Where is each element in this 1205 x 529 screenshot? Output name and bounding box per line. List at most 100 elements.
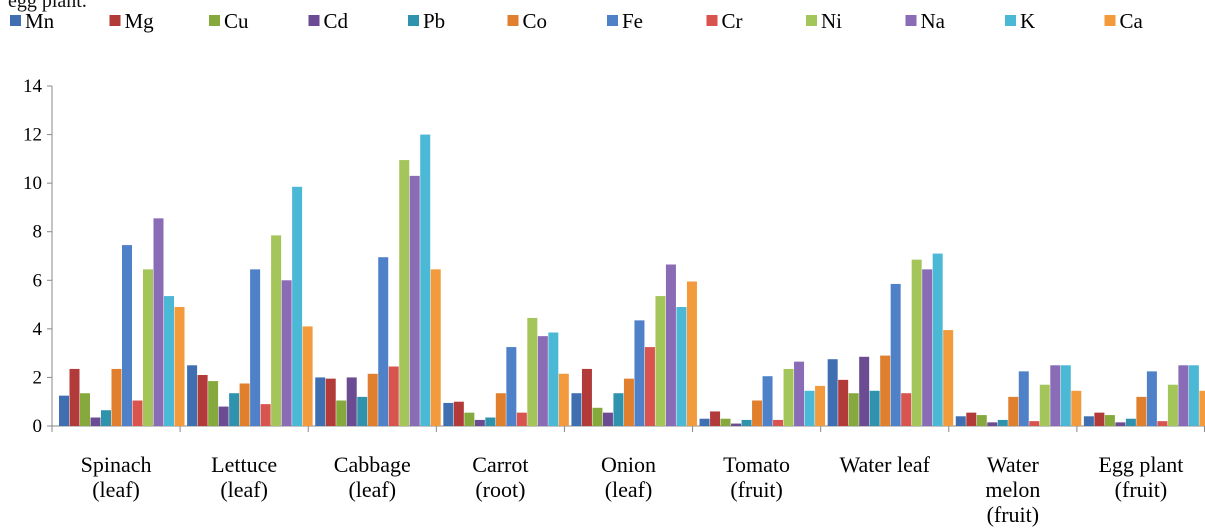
bar-pb-cabbage-leaf — [357, 396, 368, 426]
bar-fe-lettuce-leaf — [250, 269, 261, 426]
bar-mn-carrot-root — [443, 402, 454, 426]
legend-item-mg: Mg — [109, 9, 155, 33]
category-label-carrot-root: Carrot (root) — [472, 452, 528, 502]
category-label-line: Egg plant — [1098, 452, 1183, 477]
category-label-egg-plant-fruit: Egg plant (fruit) — [1098, 452, 1183, 502]
bar-cd-spinach-leaf — [90, 417, 101, 426]
legend-item-fe: Fe — [607, 9, 643, 33]
y-tick-label: 12 — [23, 125, 42, 146]
bar-fe-egg-plant-fruit — [1146, 371, 1157, 426]
legend-swatch — [1104, 15, 1116, 26]
bar-na-lettuce-leaf — [281, 280, 292, 426]
bar-mg-spinach-leaf — [69, 368, 80, 426]
bar-pb-water-leaf — [869, 390, 880, 426]
category-label-line: (leaf) — [348, 477, 396, 502]
bar-cr-carrot-root — [516, 412, 527, 426]
bar-k-water-leaf — [932, 253, 943, 426]
bar-na-egg-plant-fruit — [1178, 365, 1189, 426]
category-label-water-leaf: Water leaf — [839, 452, 930, 477]
bar-mn-cabbage-leaf — [315, 377, 326, 426]
bar-na-carrot-root — [537, 336, 548, 426]
bar-na-water-leaf — [922, 269, 933, 426]
legend-label: Co — [523, 9, 548, 33]
caption-fragment: egg plant. — [8, 0, 87, 12]
bar-ca-carrot-root — [558, 373, 569, 426]
legend-label: K — [1020, 9, 1035, 33]
bar-na-onion-leaf — [665, 264, 676, 426]
category-label-line: (root) — [475, 477, 525, 502]
category-label-line: Cabbage — [334, 452, 411, 477]
bar-mg-carrot-root — [453, 401, 464, 426]
bar-cd-carrot-root — [474, 419, 485, 426]
legend-label: Fe — [622, 9, 643, 33]
legend-label: Ca — [1120, 9, 1144, 33]
bar-pb-egg-plant-fruit — [1125, 418, 1136, 426]
bar-cr-tomato-fruit — [773, 419, 784, 426]
bar-fe-cabbage-leaf — [378, 257, 389, 426]
legend-label: Cd — [324, 9, 349, 33]
legend-swatch — [806, 15, 817, 26]
bar-mn-lettuce-leaf — [187, 365, 198, 426]
bar-ni-tomato-fruit — [783, 368, 794, 426]
bar-ca-egg-plant-fruit — [1199, 390, 1205, 426]
legend-item-ca: Ca — [1104, 9, 1144, 33]
bar-co-carrot-root — [495, 393, 506, 426]
bar-fe-onion-leaf — [634, 320, 645, 426]
legend-label: Pb — [423, 9, 445, 33]
bar-cd-water-leaf — [859, 356, 870, 426]
category-label-tomato-fruit: Tomato (fruit) — [723, 452, 790, 502]
bar-ca-tomato-fruit — [815, 385, 826, 426]
legend-item-mn: Mn — [10, 9, 55, 33]
bar-cu-onion-leaf — [592, 407, 603, 426]
legend-label: Cu — [224, 9, 249, 33]
category-label-line: (leaf) — [92, 477, 140, 502]
bar-ni-water-melon-fruit — [1039, 384, 1050, 426]
y-tick-label: 14 — [23, 76, 43, 97]
legend-swatch — [706, 15, 718, 26]
bar-cu-water-leaf — [848, 393, 859, 426]
category-label-line: (fruit) — [987, 502, 1040, 527]
bar-pb-water-melon-fruit — [997, 419, 1008, 426]
bar-ni-lettuce-leaf — [271, 235, 282, 426]
bar-fe-carrot-root — [506, 347, 517, 426]
y-tick-label: 2 — [33, 367, 43, 388]
legend-label: Mg — [125, 9, 155, 33]
legend-swatch — [607, 15, 618, 26]
bar-cu-lettuce-leaf — [208, 381, 219, 426]
legend-label: Na — [921, 9, 946, 33]
bar-co-onion-leaf — [623, 378, 634, 426]
bar-ni-cabbage-leaf — [399, 160, 410, 427]
bar-ca-onion-leaf — [686, 281, 697, 426]
bar-mn-spinach-leaf — [59, 395, 69, 426]
legend-item-ni: Ni — [806, 9, 842, 33]
bar-ni-carrot-root — [527, 317, 538, 426]
bar-fe-spinach-leaf — [122, 245, 132, 426]
y-axis: 0 2 4 6 8 10 12 14 — [23, 76, 53, 437]
bar-pb-tomato-fruit — [741, 419, 752, 426]
bar-cr-onion-leaf — [644, 347, 655, 426]
y-tick-label: 4 — [33, 319, 43, 340]
y-tick-label: 10 — [23, 173, 42, 194]
bar-co-water-leaf — [880, 355, 891, 426]
bar-ca-lettuce-leaf — [302, 326, 313, 426]
bar-mg-cabbage-leaf — [325, 378, 336, 426]
bar-pb-carrot-root — [485, 417, 496, 426]
bar-fe-tomato-fruit — [762, 376, 773, 426]
legend-item-pb: Pb — [408, 9, 445, 33]
category-label-line: Water — [987, 452, 1040, 477]
category-label-onion-leaf: Onion (leaf) — [601, 452, 656, 502]
bar-co-water-melon-fruit — [1008, 396, 1019, 426]
bar-co-cabbage-leaf — [367, 373, 378, 426]
category-label-line: Onion — [601, 452, 656, 477]
bar-cu-water-melon-fruit — [976, 415, 987, 426]
bar-na-cabbage-leaf — [409, 175, 420, 426]
category-label-line: Lettuce — [211, 452, 277, 477]
bar-co-egg-plant-fruit — [1136, 396, 1147, 426]
bar-mn-water-leaf — [827, 359, 838, 426]
category-label-line: (leaf) — [220, 477, 268, 502]
bar-k-egg-plant-fruit — [1188, 365, 1199, 426]
x-axis: Spinach (leaf)Lettuce (leaf)Cabbage (leaf)C… — [51, 425, 1205, 527]
bar-k-spinach-leaf — [164, 296, 174, 426]
category-label-line: Water leaf — [839, 452, 930, 477]
category-label-line: (fruit) — [730, 477, 783, 502]
